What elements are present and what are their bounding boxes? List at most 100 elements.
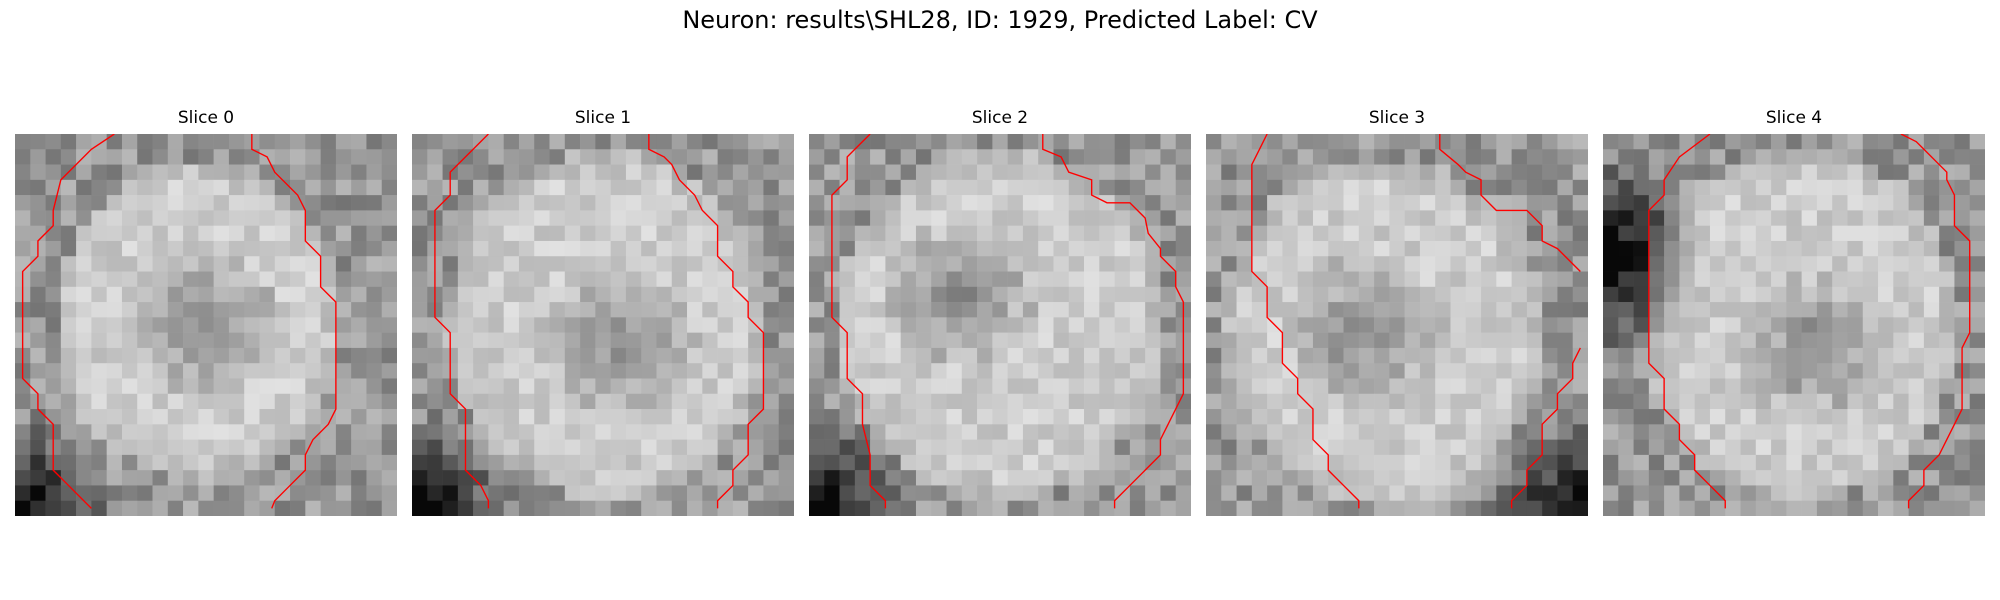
image-pixel — [595, 165, 611, 181]
image-pixel — [229, 470, 245, 486]
image-pixel — [15, 440, 31, 456]
image-pixel — [962, 424, 978, 440]
image-pixel — [15, 180, 31, 196]
image-pixel — [30, 165, 46, 181]
image-pixel — [1847, 363, 1863, 379]
image-pixel — [15, 241, 31, 257]
image-pixel — [1328, 134, 1344, 150]
image-pixel — [1802, 165, 1818, 181]
image-pixel — [779, 195, 794, 211]
image-pixel — [443, 272, 459, 288]
image-pixel — [962, 134, 978, 150]
image-pixel — [1267, 378, 1283, 394]
image-pixel — [824, 501, 840, 516]
image-pixel — [183, 470, 199, 486]
image-pixel — [519, 485, 535, 501]
image-pixel — [443, 440, 459, 456]
image-pixel — [198, 501, 214, 516]
image-pixel — [748, 256, 764, 272]
image-pixel — [290, 455, 306, 471]
image-pixel — [1038, 195, 1054, 211]
image-pixel — [1023, 256, 1039, 272]
image-pixel — [122, 195, 138, 211]
image-pixel — [687, 287, 703, 303]
image-pixel — [1420, 134, 1436, 150]
image-pixel — [1710, 195, 1726, 211]
image-pixel — [779, 241, 794, 257]
image-pixel — [1954, 440, 1970, 456]
image-pixel — [1496, 363, 1512, 379]
image-pixel — [947, 470, 963, 486]
image-pixel — [1664, 424, 1680, 440]
image-pixel — [351, 210, 367, 226]
image-pixel — [198, 409, 214, 425]
image-pixel — [1282, 180, 1298, 196]
image-pixel — [1786, 424, 1802, 440]
image-pixel — [1069, 455, 1085, 471]
image-pixel — [473, 485, 489, 501]
image-pixel — [443, 134, 459, 150]
image-pixel — [107, 241, 123, 257]
image-pixel — [1374, 241, 1390, 257]
image-pixel — [1741, 272, 1757, 288]
image-pixel — [214, 348, 230, 364]
image-pixel — [214, 485, 230, 501]
image-pixel — [1282, 256, 1298, 272]
image-pixel — [275, 455, 291, 471]
image-pixel — [855, 317, 871, 333]
image-pixel — [1237, 333, 1253, 349]
image-pixel — [1481, 317, 1497, 333]
image-pixel — [488, 287, 504, 303]
image-pixel — [565, 455, 581, 471]
image-pixel — [779, 409, 794, 425]
image-pixel — [1267, 210, 1283, 226]
image-pixel — [824, 348, 840, 364]
image-pixel — [1389, 241, 1405, 257]
image-pixel — [76, 210, 92, 226]
image-pixel — [885, 302, 901, 318]
image-pixel — [824, 363, 840, 379]
image-pixel — [763, 394, 779, 410]
image-pixel — [412, 378, 428, 394]
image-pixel — [1237, 363, 1253, 379]
image-pixel — [61, 241, 77, 257]
image-pixel — [626, 409, 642, 425]
image-pixel — [366, 455, 382, 471]
image-pixel — [1756, 317, 1772, 333]
image-pixel — [580, 501, 596, 516]
image-pixel — [1710, 226, 1726, 242]
image-pixel — [626, 241, 642, 257]
image-pixel — [1557, 256, 1573, 272]
image-pixel — [733, 272, 749, 288]
image-pixel — [1450, 394, 1466, 410]
image-pixel — [1008, 348, 1024, 364]
image-pixel — [1542, 195, 1558, 211]
image-pixel — [1924, 485, 1940, 501]
image-pixel — [504, 440, 520, 456]
image-pixel — [885, 180, 901, 196]
image-pixel — [992, 195, 1008, 211]
image-pixel — [1435, 287, 1451, 303]
image-pixel — [1160, 287, 1176, 303]
image-pixel — [504, 455, 520, 471]
image-pixel — [611, 470, 627, 486]
image-pixel — [1924, 195, 1940, 211]
image-pixel — [1313, 287, 1329, 303]
image-pixel — [1939, 424, 1955, 440]
image-pixel — [168, 256, 184, 272]
image-pixel — [1435, 165, 1451, 181]
image-pixel — [885, 348, 901, 364]
image-pixel — [885, 440, 901, 456]
image-pixel — [962, 363, 978, 379]
image-pixel — [351, 333, 367, 349]
image-pixel — [840, 409, 856, 425]
image-pixel — [916, 272, 932, 288]
image-pixel — [1954, 470, 1970, 486]
image-pixel — [1557, 333, 1573, 349]
image-pixel — [1893, 195, 1909, 211]
image-pixel — [1374, 287, 1390, 303]
image-pixel — [259, 378, 275, 394]
image-pixel — [1099, 455, 1115, 471]
image-pixel — [779, 149, 794, 165]
image-pixel — [1099, 165, 1115, 181]
